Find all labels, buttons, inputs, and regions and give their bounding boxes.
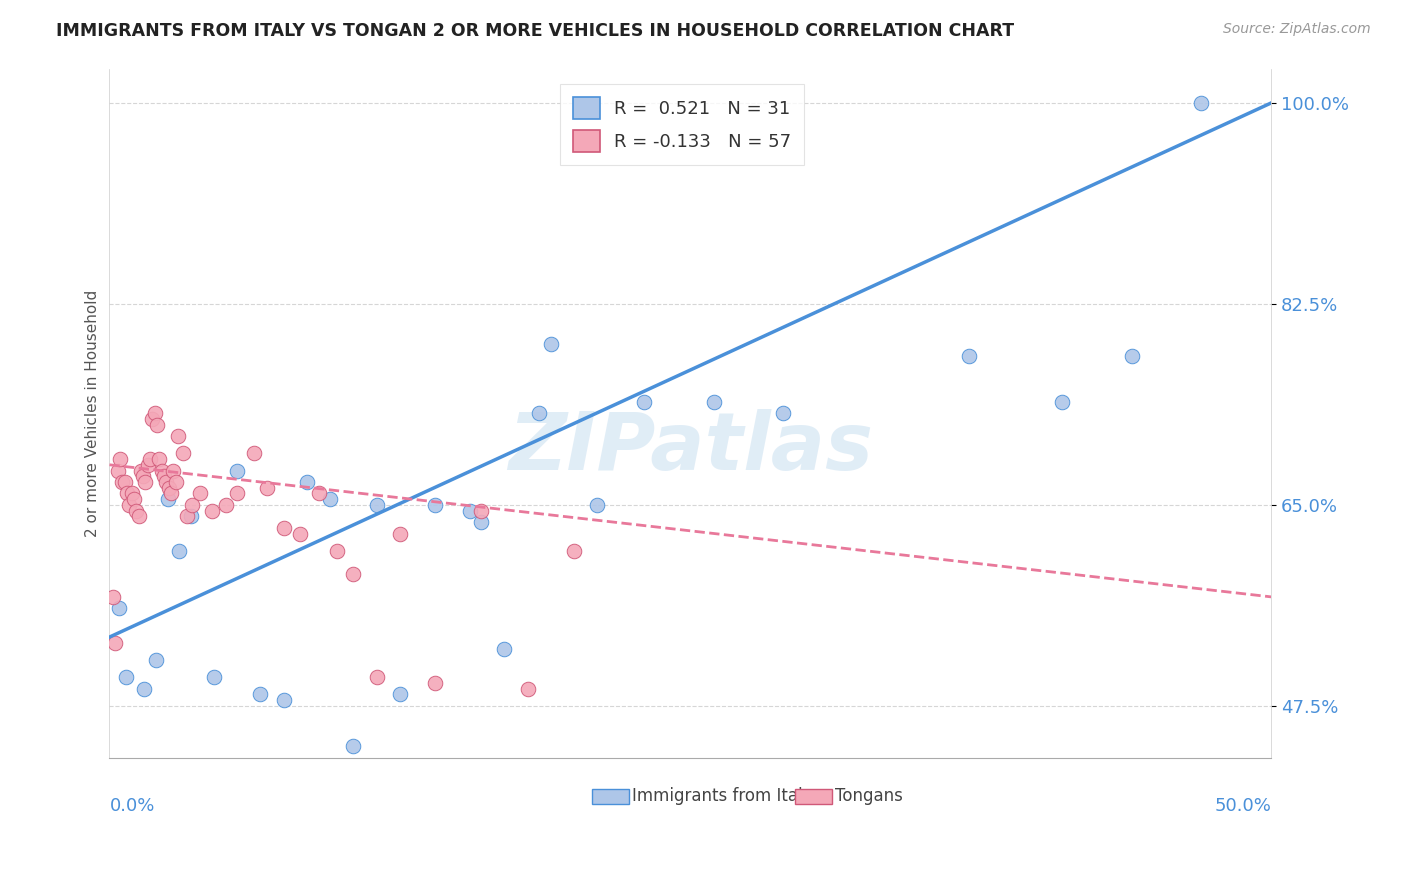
Point (157, 481, 180, 495)
Point (114, 475, 136, 489)
Point (162, 463, 184, 477)
Point (172, 446, 194, 460)
Point (702, 394, 724, 409)
Point (125, 504, 148, 518)
Point (134, 475, 156, 489)
Text: 50.0%: 50.0% (1215, 797, 1271, 814)
Point (423, 676, 446, 690)
Point (128, 509, 150, 524)
Point (139, 452, 162, 467)
Point (1050, 394, 1073, 409)
Point (167, 429, 190, 443)
Point (273, 693, 295, 707)
Point (470, 515, 492, 529)
Point (111, 475, 134, 489)
Point (165, 475, 187, 489)
Point (772, 406, 794, 420)
Point (136, 458, 159, 472)
Point (226, 486, 249, 500)
Point (249, 688, 271, 702)
Point (242, 446, 264, 460)
Point (494, 641, 516, 656)
Text: Immigrants from Italy: Immigrants from Italy (633, 788, 813, 805)
Text: Source: ZipAtlas.com: Source: ZipAtlas.com (1223, 22, 1371, 37)
Point (146, 417, 169, 432)
Point (180, 509, 202, 524)
Point (540, 337, 562, 351)
Point (295, 475, 318, 489)
Point (586, 498, 609, 512)
Point (122, 492, 145, 507)
Point (115, 486, 138, 500)
Text: IMMIGRANTS FROM ITALY VS TONGAN 2 OR MORE VEHICLES IN HOUSEHOLD CORRELATION CHAR: IMMIGRANTS FROM ITALY VS TONGAN 2 OR MOR… (56, 22, 1014, 40)
Text: Tongans: Tongans (835, 788, 904, 805)
Point (562, 544, 585, 558)
Point (1121, 349, 1143, 363)
Text: ZIPatlas: ZIPatlas (508, 409, 873, 486)
Point (842, 802, 865, 816)
Point (423, 498, 446, 512)
Point (181, 498, 204, 512)
Point (141, 412, 163, 426)
Point (153, 469, 176, 483)
Point (633, 394, 655, 409)
Point (176, 509, 198, 524)
Point (121, 486, 143, 500)
Point (114, 670, 136, 684)
Point (308, 486, 330, 500)
Point (155, 475, 177, 489)
Point (101, 590, 124, 604)
Point (342, 739, 364, 754)
Point (107, 601, 129, 615)
Point (108, 452, 131, 467)
Point (188, 486, 211, 500)
Point (156, 492, 179, 507)
Point (150, 463, 173, 477)
Point (107, 463, 129, 477)
Bar (794, 789, 832, 804)
Point (160, 486, 183, 500)
Point (388, 526, 411, 541)
Point (118, 498, 141, 512)
Point (319, 492, 342, 507)
Point (132, 469, 155, 483)
Point (167, 544, 190, 558)
Point (214, 498, 236, 512)
Point (104, 636, 127, 650)
Point (145, 653, 167, 667)
Point (256, 481, 278, 495)
Point (143, 406, 166, 420)
Point (129, 463, 152, 477)
Point (529, 406, 551, 420)
Point (288, 526, 311, 541)
Point (516, 681, 538, 696)
Point (226, 463, 249, 477)
Point (342, 566, 364, 581)
Point (273, 521, 295, 535)
Point (134, 681, 156, 696)
Point (201, 504, 224, 518)
Point (326, 544, 349, 558)
Point (458, 504, 481, 518)
Point (366, 670, 388, 684)
Legend: R =  0.521   N = 31, R = -0.133   N = 57: R = 0.521 N = 31, R = -0.133 N = 57 (560, 85, 804, 165)
Point (388, 688, 411, 702)
Point (366, 498, 388, 512)
Bar (592, 789, 628, 804)
Point (148, 452, 170, 467)
Text: 0.0%: 0.0% (110, 797, 155, 814)
Point (470, 504, 492, 518)
Point (1189, 95, 1212, 110)
Point (202, 670, 225, 684)
Y-axis label: 2 or more Vehicles in Household: 2 or more Vehicles in Household (86, 290, 100, 537)
Point (957, 349, 980, 363)
